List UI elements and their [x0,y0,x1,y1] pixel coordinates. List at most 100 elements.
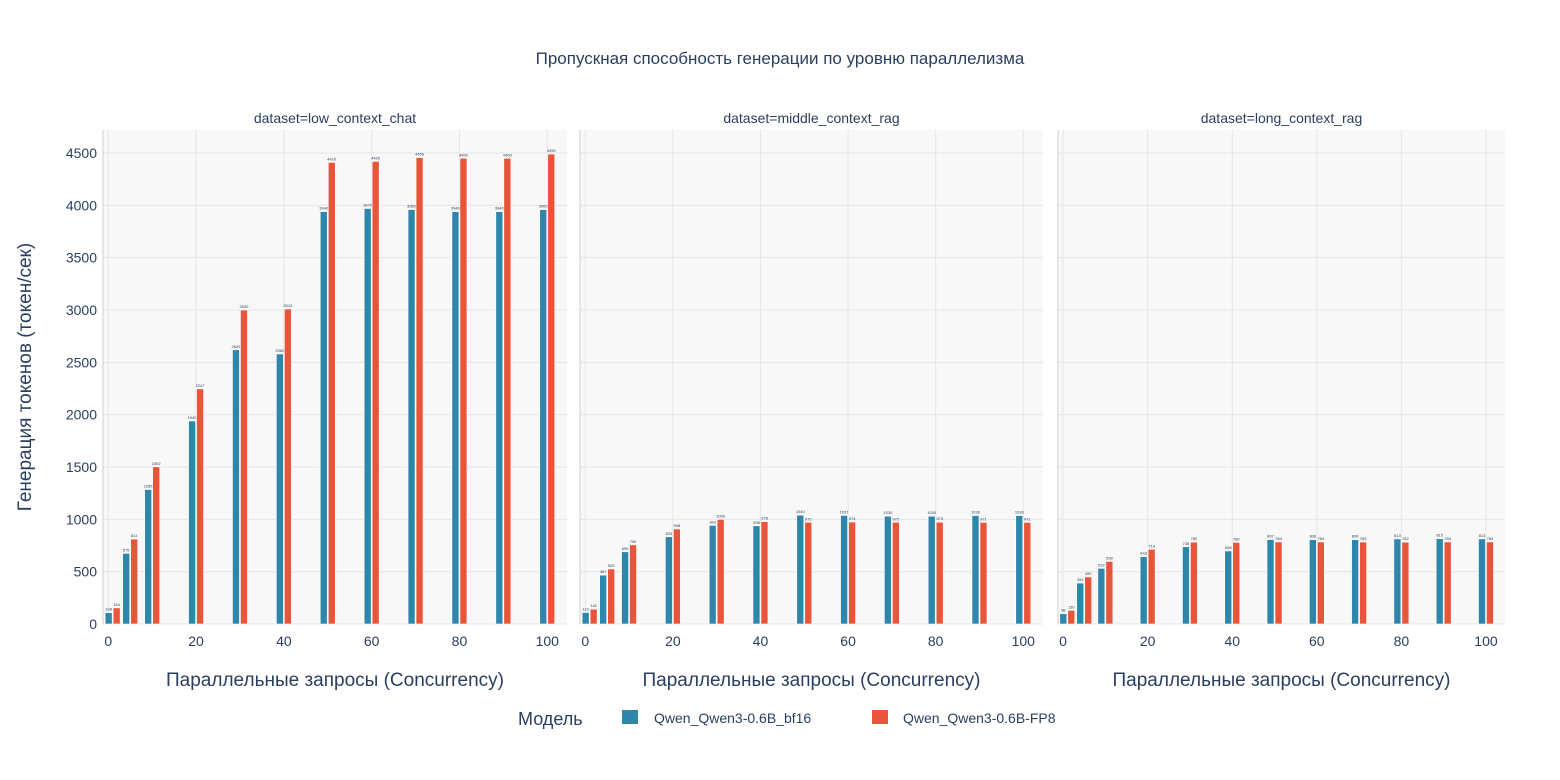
bar-bf16[interactable] [927,515,936,625]
bar-fp8[interactable] [1359,541,1367,625]
bar-bf16[interactable] [599,574,607,625]
bar-data-label: 1037 [840,509,850,514]
bar-fp8[interactable] [892,521,900,625]
bar-fp8[interactable] [547,153,556,625]
bar-bf16[interactable] [1478,538,1486,625]
bar-data-label: 1940 [188,415,198,420]
panel-title: dataset=middle_context_rag [723,110,899,126]
bar-fp8[interactable] [935,521,944,625]
y-tick-label: 0 [89,616,97,632]
bar-bf16[interactable] [1076,582,1085,625]
bar-fp8[interactable] [1023,522,1032,625]
bar-bf16[interactable] [1139,556,1148,625]
bar-fp8[interactable] [1274,541,1283,625]
bar-data-label: 3960 [539,204,549,209]
bar-bf16[interactable] [188,420,196,625]
bar-bf16[interactable] [621,551,629,625]
legend-label-bf16[interactable]: Qwen_Qwen3-0.6B_bf16 [654,710,811,726]
bar-data-label: 3960 [407,204,417,209]
bar-data-label: 526 [608,563,615,568]
bar-fp8[interactable] [503,157,512,625]
bar-fp8[interactable] [716,519,725,625]
bar-bf16[interactable] [1097,568,1106,625]
bar-fp8[interactable] [760,521,769,625]
x-axis-label: Параллельные запросы (Concurrency) [643,670,981,691]
bar-bf16[interactable] [752,525,761,625]
bar-bf16[interactable] [1059,613,1068,625]
bar-fp8[interactable] [1190,541,1198,625]
bar-fp8[interactable] [327,162,336,625]
bar-bf16[interactable] [144,489,152,625]
bar-bf16[interactable] [884,515,892,625]
bar-bf16[interactable] [319,211,328,625]
bar-bf16[interactable] [276,353,284,625]
bar-bf16[interactable] [104,612,113,625]
bar-bf16[interactable] [971,515,980,625]
bar-bf16[interactable] [796,514,805,625]
bar-data-label: 783 [1360,536,1367,541]
bar-fp8[interactable] [1105,561,1114,625]
x-tick-label: 100 [536,633,560,649]
bar-fp8[interactable] [284,308,292,625]
bar-bf16[interactable] [1266,539,1275,625]
bar-fp8[interactable] [152,466,160,625]
bar-bf16[interactable] [495,211,504,625]
y-tick-label: 1000 [66,511,97,527]
y-tick-label: 3000 [66,302,97,318]
bar-fp8[interactable] [459,157,468,625]
bar-bf16[interactable] [451,211,460,625]
bar-data-label: 598 [1106,555,1113,560]
bar-fp8[interactable] [130,538,139,625]
bar-data-label: 1502 [152,461,162,466]
bar-fp8[interactable] [848,521,856,625]
bar-fp8[interactable] [1486,541,1494,625]
bar-fp8[interactable] [804,521,813,625]
bar-bf16[interactable] [1393,538,1402,625]
bar-data-label: 3010 [283,303,293,308]
bar-fp8[interactable] [1443,541,1452,625]
bar-fp8[interactable] [607,568,615,625]
bar-bf16[interactable] [581,612,590,625]
bar-fp8[interactable] [673,528,681,625]
bar-fp8[interactable] [1084,576,1093,625]
chart-title: Пропускная способность генерации по уров… [536,49,1025,68]
bar-fp8[interactable] [979,522,988,625]
bar-bf16[interactable] [407,209,416,625]
bar-fp8[interactable] [1401,541,1410,625]
bar-data-label: 110 [582,606,589,611]
bar-data-label: 973 [936,516,943,521]
bar-bf16[interactable] [122,553,131,625]
bar-bf16[interactable] [1182,546,1190,625]
bar-fp8[interactable] [589,608,598,625]
bar-data-label: 4410 [327,156,337,161]
bar-bf16[interactable] [363,208,372,625]
bar-bf16[interactable] [840,515,848,625]
bar-bf16[interactable] [1015,515,1024,625]
bar-data-label: 714 [1148,543,1155,548]
bar-data-label: 450 [1085,571,1092,576]
x-tick-label: 60 [840,633,856,649]
bar-fp8[interactable] [1317,541,1325,625]
legend-label-fp8[interactable]: Qwen_Qwen3-0.6B-FP8 [903,710,1056,726]
bar-data-label: 784 [1444,536,1451,541]
bar-bf16[interactable] [1435,538,1444,625]
bar-data-label: 1000 [716,513,726,518]
bar-bf16[interactable] [1224,550,1233,625]
bar-fp8[interactable] [415,157,424,625]
bar-bf16[interactable] [708,525,717,625]
bar-fp8[interactable] [1067,610,1076,625]
bar-bf16[interactable] [1351,539,1359,625]
bar-bf16[interactable] [232,349,240,625]
bar-fp8[interactable] [112,607,121,625]
bar-bf16[interactable] [1309,539,1317,625]
bar-fp8[interactable] [1147,548,1156,625]
bar-fp8[interactable] [629,544,637,625]
bar-bf16[interactable] [539,209,548,625]
bar-bf16[interactable] [665,536,673,625]
bar-fp8[interactable] [240,309,248,625]
bar-fp8[interactable] [1232,542,1241,625]
bar-data-label: 2247 [196,383,206,388]
bar-fp8[interactable] [196,388,204,625]
bar-fp8[interactable] [371,161,380,625]
